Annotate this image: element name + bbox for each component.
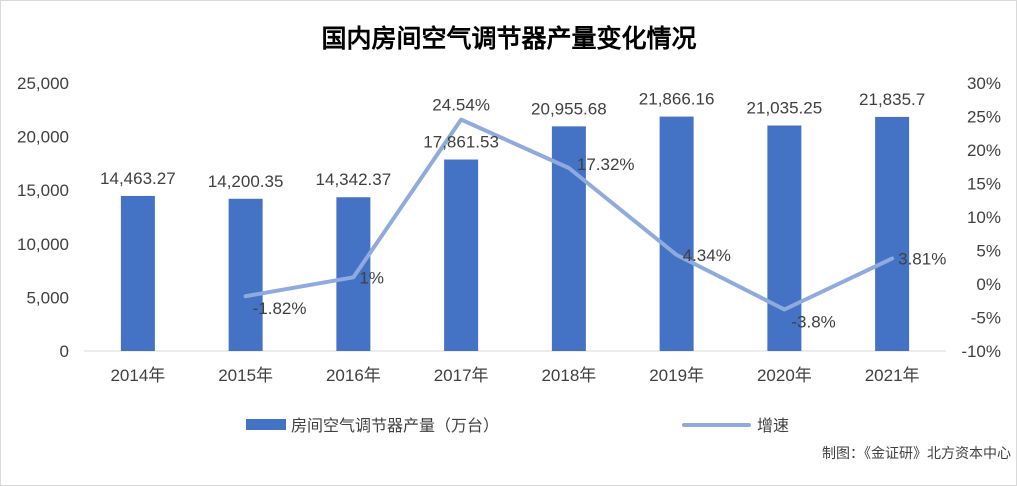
- left-tick-label: 25,000: [17, 74, 69, 93]
- line-value-label: 24.54%: [432, 96, 490, 115]
- bar-value-label: 21,835.7: [859, 90, 925, 109]
- bar-value-label: 21,866.16: [639, 90, 715, 109]
- chart-title: 国内房间空气调节器产量变化情况: [321, 24, 696, 53]
- category-label: 2017年: [434, 366, 489, 385]
- line-value-label: 4.34%: [683, 246, 731, 265]
- line-value-label: -3.8%: [791, 312, 835, 331]
- legend-line-label: 增速: [757, 416, 789, 435]
- left-tick-label: 0: [60, 342, 69, 361]
- right-tick-label: 20%: [967, 141, 1001, 160]
- line-value-label: -1.82%: [253, 299, 307, 318]
- legend: 房间空气调节器产量（万台） 增速: [246, 416, 789, 435]
- source-note: 制图：《金证研》北方资本中心: [822, 446, 1011, 462]
- left-tick-label: 15,000: [17, 181, 69, 200]
- right-tick-label: -10%: [961, 342, 1001, 361]
- bar-value-label: 17,861.53: [423, 133, 499, 152]
- right-tick-label: 5%: [976, 242, 1001, 261]
- bar: [228, 198, 263, 351]
- bar: [767, 125, 802, 351]
- category-label: 2015年: [218, 366, 273, 385]
- line-data-labels: -1.82% 1% 24.54% 17.32% 4.34% -3.8% 3.81%: [253, 96, 947, 332]
- category-axis: 2014年 2015年 2016年 2017年 2018年 2019年 2020年 2021年: [110, 366, 919, 385]
- right-tick-label: 10%: [967, 208, 1001, 227]
- line-value-label: 3.81%: [898, 249, 946, 268]
- left-tick-label: 20,000: [17, 128, 69, 147]
- bar-value-label: 21,035.25: [747, 99, 823, 118]
- right-tick-label: 30%: [967, 74, 1001, 93]
- right-tick-label: -5%: [971, 309, 1001, 328]
- growth-line-series: [243, 117, 895, 312]
- legend-bar-label: 房间空气调节器产量（万台）: [291, 416, 499, 435]
- bar-value-label: 20,955.68: [531, 99, 607, 118]
- bar-data-labels: 14,463.27 14,200.35 14,342.37 17,861.53 20,9…: [100, 90, 925, 191]
- line-value-label: 17.32%: [577, 155, 635, 174]
- left-axis: 0 5,000 10,000 15,000 20,000 25,000: [17, 74, 69, 361]
- bar-value-label: 14,342.37: [316, 170, 392, 189]
- bar: [120, 195, 155, 351]
- line-value-label: 1%: [359, 268, 384, 287]
- category-label: 2020年: [757, 366, 812, 385]
- bar-series: [120, 116, 910, 352]
- bar: [659, 116, 694, 352]
- category-label: 2016年: [326, 366, 381, 385]
- right-tick-label: 25%: [967, 108, 1001, 127]
- category-label: 2014年: [110, 366, 165, 385]
- category-label: 2021年: [865, 366, 920, 385]
- right-tick-label: 0%: [976, 275, 1001, 294]
- category-label: 2018年: [541, 366, 596, 385]
- category-label: 2019年: [649, 366, 704, 385]
- bar-value-label: 14,200.35: [208, 172, 284, 191]
- left-tick-label: 10,000: [17, 235, 69, 254]
- legend-bar-swatch: [246, 419, 286, 430]
- bar: [875, 116, 910, 351]
- right-tick-label: 15%: [967, 175, 1001, 194]
- right-axis: -10% -5% 0% 5% 10% 15% 20% 25% 30%: [961, 74, 1001, 361]
- growth-line: [243, 117, 895, 312]
- bar: [444, 159, 479, 351]
- bar-value-label: 14,463.27: [100, 169, 176, 188]
- left-tick-label: 5,000: [26, 288, 69, 307]
